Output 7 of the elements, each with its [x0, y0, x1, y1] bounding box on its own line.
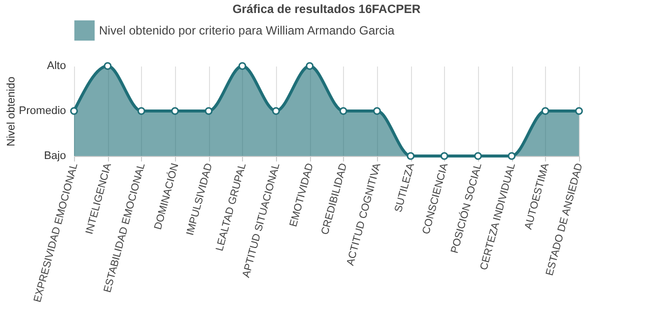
- text: Promedio: [18, 105, 66, 117]
- text: Bajo: [44, 150, 66, 162]
- chart-title: Gráfica de resultados 16FACPER: [232, 2, 421, 16]
- text: Alto: [47, 60, 66, 72]
- legend-label: Nivel obtenido por criterio para William Armando Garcia: [99, 24, 395, 38]
- y-axis-title: Nivel obtenido: [6, 76, 18, 146]
- x-tick-label: LEALTAD GRUPAL: [214, 162, 249, 252]
